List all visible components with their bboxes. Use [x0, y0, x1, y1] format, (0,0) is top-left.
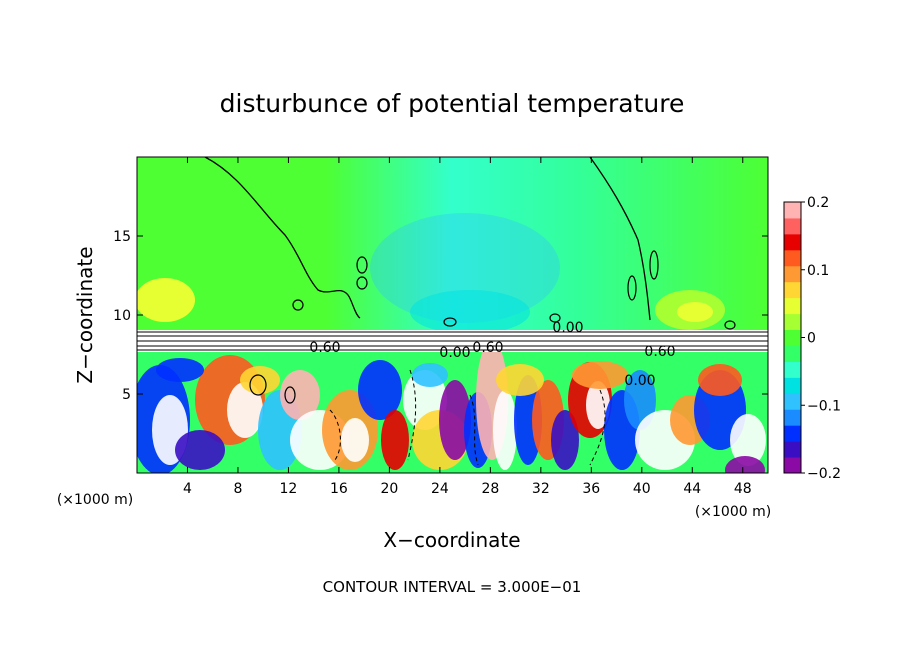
- colorbar-segment: [784, 329, 801, 346]
- colorbar-tick-label: −0.1: [807, 398, 841, 414]
- field-blob: [496, 364, 544, 396]
- colorbar-tick-label: 0.1: [807, 263, 829, 279]
- colorbar-segment: [784, 233, 801, 251]
- colorbar-segment: [784, 249, 801, 267]
- field-blob: [551, 410, 579, 470]
- colorbar-tick-label: 0.2: [807, 195, 829, 211]
- x-tick-label: 32: [532, 481, 550, 497]
- x-axis-title: X−coordinate: [383, 528, 520, 552]
- small-contour: [284, 386, 296, 404]
- contour-labels: 0.60 0.00 0.600.000.600.00: [309, 320, 675, 389]
- contour-label: 0.60: [472, 340, 503, 356]
- colorbar-segment: [784, 393, 801, 410]
- field-blob: [698, 364, 742, 396]
- contour-interval-footer: CONTOUR INTERVAL = 3.000E−01: [323, 578, 582, 596]
- dashed-contour: [589, 389, 606, 466]
- y-tick-label: 15: [113, 229, 131, 245]
- dashed-contour: [469, 394, 479, 466]
- contour-label: 0.00: [439, 345, 470, 361]
- field-blob: [280, 370, 320, 420]
- contour-line-left: [204, 157, 361, 319]
- field-blob: [240, 366, 280, 394]
- contour-label: 0.60: [644, 344, 675, 360]
- field-blob: [586, 381, 610, 429]
- x-tick-label: 20: [380, 481, 398, 497]
- field-blob: [381, 410, 409, 470]
- x-tick-label: 48: [734, 481, 752, 497]
- x-tick-label: 12: [280, 481, 298, 497]
- x-tick-label: 24: [431, 481, 449, 497]
- colorbar-segment: [784, 457, 801, 474]
- x-unit-label-right: (×1000 m): [695, 504, 771, 520]
- field-blob: [156, 358, 204, 382]
- colorbar-segment: [784, 313, 801, 331]
- x-axis: 4 8 12 16 20 24 28 32 36 40 44 48: [183, 157, 752, 497]
- colorbar-tick-label: 0: [807, 331, 816, 347]
- y-axis-title: Z−coordinate: [73, 246, 97, 383]
- colorbar-segment: [784, 345, 801, 362]
- cyan-region: [370, 213, 560, 323]
- colorbar: 0.2 0.1 0 −0.1 −0.2: [783, 195, 841, 482]
- colorbar-segment: [784, 202, 801, 219]
- colorbar-segment: [784, 281, 801, 299]
- field-blob: [227, 382, 263, 438]
- field-blob: [572, 361, 628, 389]
- cyan-core: [410, 290, 530, 334]
- x-tick-label: 28: [481, 481, 499, 497]
- field-blob: [725, 456, 765, 473]
- colorbar-segment: [784, 361, 801, 378]
- field-blob: [358, 360, 402, 420]
- lower-turbulent-field: [137, 340, 768, 473]
- small-contour: [549, 313, 561, 323]
- scattered-contours: [249, 250, 736, 466]
- y-tick-label: 5: [122, 387, 131, 403]
- y-tick-label: 10: [113, 308, 131, 324]
- colorbar-segment: [784, 265, 801, 283]
- contour-label: 0.00: [624, 373, 655, 389]
- x-tick-label: 16: [330, 481, 348, 497]
- small-contour: [292, 299, 304, 311]
- dashed-contour: [329, 409, 341, 461]
- x-tick-label: 44: [683, 481, 701, 497]
- field-blob: [175, 430, 225, 470]
- small-contour: [249, 374, 267, 396]
- colorbar-segment: [784, 377, 801, 394]
- small-contour: [724, 320, 736, 330]
- colorbar-tick-label: −0.2: [807, 466, 841, 482]
- chart-title: disturbunce of potential temperature: [220, 89, 685, 118]
- x-tick-label: 8: [233, 481, 242, 497]
- colorbar-segment: [784, 425, 801, 442]
- yellow-patch-left: [137, 278, 195, 322]
- x-tick-label: 36: [582, 481, 600, 497]
- small-contour: [443, 317, 457, 327]
- x-tick-label: 40: [633, 481, 651, 497]
- colorbar-segment: [784, 409, 801, 426]
- colorbar-segment: [784, 297, 801, 315]
- field-blob: [730, 414, 766, 466]
- small-contour: [356, 256, 368, 274]
- small-contour: [649, 250, 659, 280]
- colorbar-segment: [784, 217, 801, 235]
- inversion-contours: [137, 331, 768, 351]
- x-tick-label: 4: [183, 481, 192, 497]
- x-unit-label-left: (×1000 m): [57, 492, 133, 508]
- dashed-contour: [407, 369, 417, 461]
- contour-label: 0.60: [309, 340, 340, 356]
- field-blob: [493, 390, 517, 470]
- contour-line-right: [589, 157, 651, 321]
- contour-label: 0.00: [552, 320, 583, 336]
- colorbar-segment: [784, 441, 801, 458]
- small-contour: [627, 275, 637, 301]
- small-contour: [356, 276, 368, 290]
- yellow-patch-right-core: [677, 302, 713, 322]
- plot-area: [137, 157, 768, 473]
- field-blob: [341, 418, 369, 462]
- field-blob: [439, 380, 471, 460]
- field-blob: [624, 370, 656, 430]
- y-axis: 5 10 15: [113, 229, 768, 403]
- field-blob: [412, 363, 448, 387]
